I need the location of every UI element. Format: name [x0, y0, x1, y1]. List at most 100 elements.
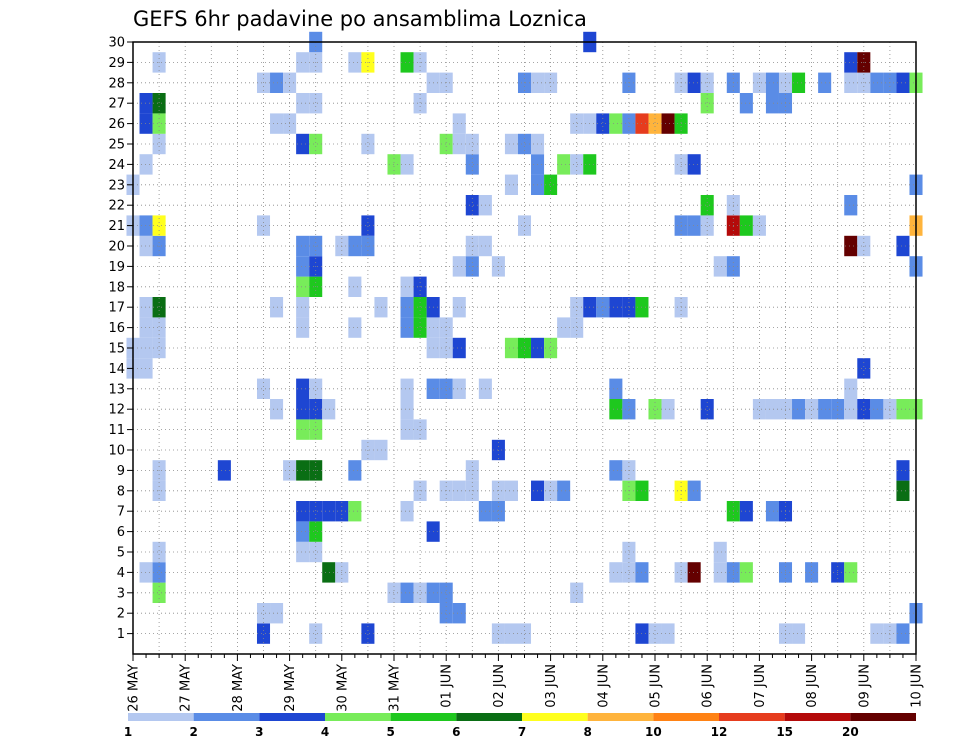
heatmap-cell: [857, 399, 871, 420]
heatmap-cell: [309, 133, 323, 155]
heatmap-cell: [609, 378, 623, 399]
heatmap-cell: [517, 133, 532, 155]
heatmap-cell: [687, 154, 701, 175]
heatmap-cell: [296, 235, 310, 257]
x-tick-label: 04 JUN: [596, 664, 611, 708]
heatmap-cell: [413, 582, 427, 603]
colorbar-swatch: [850, 713, 916, 721]
heatmap-cell: [452, 378, 466, 399]
heatmap-cell: [844, 562, 858, 583]
heatmap-cell: [570, 317, 584, 338]
y-tick-label: 23: [108, 178, 125, 193]
heatmap-cell: [152, 297, 166, 318]
heatmap-cell: [348, 317, 362, 338]
heatmap-cell: [309, 93, 323, 114]
heatmap-cell: [296, 541, 310, 563]
heatmap-cell: [570, 582, 584, 603]
y-tick-label: 21: [108, 219, 125, 234]
heatmap-cell: [322, 399, 336, 420]
x-tick-label: 07 JUN: [753, 664, 768, 708]
heatmap-cell: [792, 623, 806, 644]
heatmap-cell: [256, 215, 271, 236]
y-tick-label: 19: [108, 260, 125, 275]
heatmap-cell: [139, 297, 153, 318]
heatmap-cell: [348, 501, 362, 522]
x-tick-label: 02 JUN: [492, 664, 507, 708]
heatmap-cell: [870, 399, 884, 420]
colorbar-swatch: [587, 713, 654, 721]
heatmap-cell: [452, 480, 466, 501]
heatmap-cell: [896, 480, 910, 501]
colorbar-tick-label: 5: [386, 725, 394, 739]
heatmap-cell: [348, 276, 362, 297]
heatmap-cell: [270, 297, 284, 318]
y-tick-label: 26: [108, 117, 125, 132]
heatmap-cell: [896, 399, 910, 420]
heatmap-cell: [309, 399, 323, 420]
heatmap-cell: [309, 623, 323, 644]
y-tick-label: 28: [108, 76, 125, 91]
heatmap-cell: [152, 582, 166, 603]
heatmap-cell: [609, 113, 623, 134]
heatmap-cell: [896, 235, 910, 257]
y-tick-label: 18: [108, 280, 125, 295]
heatmap-cell: [687, 72, 701, 93]
heatmap-cell: [661, 113, 675, 134]
colorbar-tick-label: 8: [583, 725, 591, 739]
heatmap-cell: [452, 256, 466, 277]
heatmap-cell: [152, 215, 166, 236]
y-tick-label: 10: [108, 444, 125, 459]
heatmap-cell: [544, 337, 558, 359]
heatmap-cell: [309, 541, 323, 563]
y-tick-label: 15: [108, 342, 125, 357]
heatmap-cell: [570, 154, 584, 175]
heatmap-cell: [504, 480, 518, 501]
heatmap-cell: [765, 93, 779, 114]
heatmap-cell: [139, 235, 153, 257]
heatmap-cell: [439, 582, 453, 603]
colorbar-swatch: [522, 713, 588, 721]
y-tick-label: 4: [117, 566, 125, 581]
heatmap-cell: [517, 337, 532, 359]
colorbar-swatch: [259, 713, 325, 721]
heatmap-cell: [596, 113, 610, 134]
heatmap-cell: [217, 460, 231, 481]
heatmap-cell: [739, 215, 753, 236]
heatmap-cell: [400, 501, 414, 522]
heatmap-cell: [139, 562, 153, 583]
heatmap-cell: [465, 195, 479, 216]
heatmap-cell: [309, 378, 323, 399]
heatmap-cell: [296, 256, 310, 277]
heatmap-cell: [439, 337, 453, 359]
heatmap-cell: [700, 215, 714, 236]
x-tick-label: 09 JUN: [857, 664, 872, 708]
colorbar-tick-label: 20: [842, 725, 859, 739]
heatmap-cell: [648, 623, 662, 644]
heatmap-cell: [844, 52, 858, 73]
heatmap-cell: [309, 419, 323, 440]
heatmap-cell: [752, 215, 766, 236]
heatmap-cell: [439, 133, 453, 155]
x-tick-label: 01 JUN: [440, 664, 455, 708]
y-tick-label: 2: [117, 607, 125, 622]
heatmap-cell: [765, 72, 779, 93]
heatmap-cell: [413, 317, 427, 338]
heatmap-cell: [296, 317, 310, 338]
x-tick-label: 26 MAY: [127, 664, 142, 712]
heatmap-cell: [400, 419, 414, 440]
y-tick-label: 24: [108, 158, 125, 173]
colorbar-tick-label: 15: [776, 725, 793, 739]
colorbar-swatch: [193, 713, 260, 721]
y-tick-label: 14: [108, 362, 125, 377]
y-tick-label: 16: [108, 321, 125, 336]
heatmap-cell: [139, 317, 153, 338]
heatmap-cell: [504, 337, 518, 359]
heatmap-cell: [452, 297, 466, 318]
heatmap-cell: [152, 133, 166, 155]
heatmap-cell: [609, 399, 623, 420]
heatmap-cell: [322, 501, 336, 522]
heatmap-cell: [544, 174, 558, 195]
x-tick-label: 03 JUN: [544, 664, 559, 708]
heatmap-cell: [805, 399, 819, 420]
